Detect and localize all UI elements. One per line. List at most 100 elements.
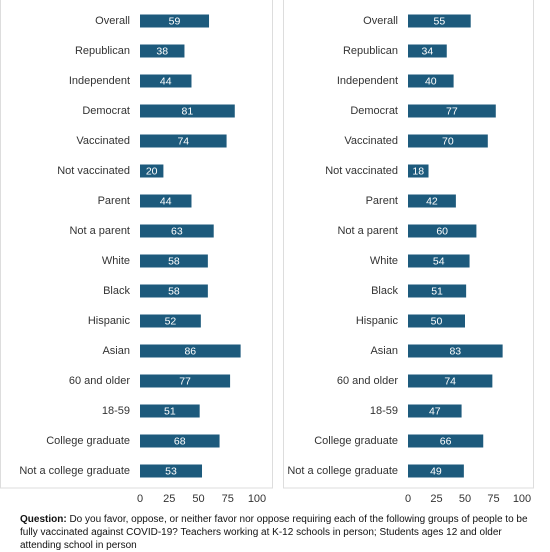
value-label: 77: [446, 105, 458, 117]
y-tick-label: Overall: [363, 15, 398, 27]
value-label: 40: [425, 75, 437, 87]
y-tick-label: Black: [371, 285, 398, 297]
bar: [408, 44, 447, 58]
value-label: 83: [449, 345, 461, 357]
x-tick-label: 50: [192, 493, 204, 505]
y-tick-label: Not vaccinated: [325, 165, 398, 177]
value-label: 47: [429, 405, 441, 417]
y-tick-label: Not a parent: [69, 225, 130, 237]
y-tick-label: Democrat: [82, 105, 130, 117]
value-label: 51: [164, 405, 176, 417]
value-label: 70: [442, 135, 454, 147]
value-label: 66: [440, 435, 452, 447]
bar: [140, 104, 235, 118]
bar: [140, 344, 241, 358]
y-tick-label: College graduate: [46, 435, 130, 447]
question-label: Question:: [20, 514, 67, 525]
value-label: 63: [171, 225, 183, 237]
y-tick-label: Parent: [98, 195, 130, 207]
value-label: 54: [433, 255, 445, 267]
value-label: 58: [168, 255, 180, 267]
bar: [408, 434, 484, 448]
y-tick-label: 18-59: [370, 405, 398, 417]
bar: [408, 314, 465, 328]
bar: [408, 74, 454, 88]
value-label: 42: [426, 195, 438, 207]
x-tick-label: 25: [430, 493, 442, 505]
x-tick-label: 0: [137, 493, 143, 505]
y-tick-label: Vaccinated: [344, 135, 398, 147]
bar: [408, 254, 470, 268]
value-label: 86: [184, 345, 196, 357]
x-tick-label: 50: [459, 493, 471, 505]
value-label: 59: [169, 15, 181, 27]
bar: [140, 404, 200, 418]
y-tick-label: Vaccinated: [76, 135, 130, 147]
y-tick-label: Republican: [343, 45, 398, 57]
x-tick-label: 100: [513, 493, 531, 505]
value-label: 74: [444, 375, 456, 387]
y-tick-label: Asian: [370, 345, 398, 357]
y-tick-label: Not vaccinated: [57, 165, 130, 177]
value-label: 44: [160, 75, 172, 87]
bar: [408, 134, 488, 148]
value-label: 18: [412, 165, 424, 177]
question-text: Do you favor, oppose, or neither favor n…: [20, 514, 528, 551]
y-tick-label: Parent: [366, 195, 398, 207]
y-tick-label: 18-59: [102, 405, 130, 417]
y-tick-label: College graduate: [314, 435, 398, 447]
y-tick-label: Asian: [102, 345, 130, 357]
bar: [408, 14, 471, 28]
x-tick-label: 0: [405, 493, 411, 505]
bar: [408, 284, 467, 298]
bar: [140, 134, 227, 148]
value-label: 34: [422, 45, 434, 57]
value-label: 74: [177, 135, 189, 147]
question: Question: Do you favor, oppose, or neith…: [20, 513, 545, 552]
bar: [140, 314, 201, 328]
value-label: 38: [156, 45, 168, 57]
x-tick-label: 75: [222, 493, 234, 505]
bar: [140, 434, 220, 448]
bar: [140, 44, 185, 58]
bar: [408, 104, 496, 118]
y-tick-label: Black: [103, 285, 130, 297]
bar: [140, 464, 203, 478]
y-tick-label: Independent: [69, 75, 130, 87]
y-tick-label: 60 and older: [69, 375, 130, 387]
bar: [408, 464, 464, 478]
y-tick-label: Independent: [337, 75, 398, 87]
bar: [140, 374, 231, 388]
value-label: 68: [174, 435, 186, 447]
bar: [140, 254, 208, 268]
y-tick-label: White: [370, 255, 398, 267]
value-label: 55: [434, 15, 446, 27]
value-label: 52: [165, 315, 177, 327]
panel-frame: [0, 0, 273, 489]
bar: [140, 14, 210, 28]
chart: 0 25 50 75 100 Overall 59 Republican 38 Independe…: [0, 0, 534, 505]
bar: [408, 164, 429, 178]
bar: [140, 164, 164, 178]
value-label: 58: [168, 285, 180, 297]
y-tick-label: Overall: [95, 15, 130, 27]
y-tick-label: White: [102, 255, 130, 267]
bar: [408, 404, 462, 418]
y-tick-label: Not a parent: [337, 225, 398, 237]
bar: [408, 224, 477, 238]
y-tick-label: Hispanic: [356, 315, 399, 327]
value-label: 77: [179, 375, 191, 387]
x-tick-label: 25: [163, 493, 175, 505]
y-tick-label: Republican: [75, 45, 130, 57]
y-tick-label: Democrat: [350, 105, 398, 117]
bar: [408, 374, 493, 388]
bar: [140, 74, 192, 88]
panel-frame: [283, 0, 534, 489]
y-tick-label: Hispanic: [88, 315, 131, 327]
value-label: 51: [431, 285, 443, 297]
value-label: 53: [165, 465, 177, 477]
bar: [408, 344, 503, 358]
value-label: 20: [146, 165, 158, 177]
bar: [140, 194, 192, 208]
value-label: 50: [431, 315, 443, 327]
